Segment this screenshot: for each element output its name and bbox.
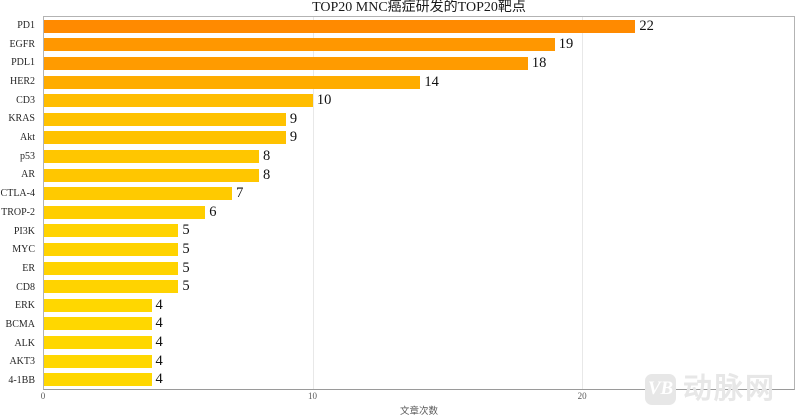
bar-row: 8 bbox=[44, 147, 794, 166]
x-tick-label: 20 bbox=[577, 391, 587, 401]
bar-row: 4 bbox=[44, 352, 794, 371]
value-label: 18 bbox=[531, 54, 547, 71]
bar-row: 4 bbox=[44, 315, 794, 334]
y-axis-label: ER bbox=[22, 262, 35, 274]
watermark-text: 动脉网 bbox=[683, 373, 777, 405]
y-axis-label: 4-1BB bbox=[8, 375, 35, 387]
y-axis-label: PDL1 bbox=[11, 57, 35, 69]
value-label: 14 bbox=[424, 73, 439, 90]
y-axis-label: CD3 bbox=[16, 94, 35, 106]
bar-row: 18 bbox=[44, 54, 794, 73]
bar bbox=[44, 317, 152, 331]
bar bbox=[44, 168, 260, 182]
bar-row: 5 bbox=[44, 240, 794, 259]
bar-row: 7 bbox=[44, 184, 794, 203]
value-label: 9 bbox=[289, 110, 298, 127]
bar bbox=[44, 131, 286, 145]
value-label: 6 bbox=[209, 203, 217, 220]
y-axis-label: AKT3 bbox=[9, 356, 35, 368]
bar bbox=[44, 56, 528, 70]
y-axis-label: PI3K bbox=[13, 225, 35, 237]
bar bbox=[44, 94, 313, 108]
bar-row: 5 bbox=[44, 222, 794, 241]
y-axis-label: Akt bbox=[20, 132, 35, 144]
value-label: 10 bbox=[316, 92, 332, 109]
bar-row: 4 bbox=[44, 296, 794, 315]
y-axis-label: p53 bbox=[20, 150, 35, 162]
y-axis: PD1 EGFR PDL1 HER2 CD3 KRAS Akt p53 AR CTLA-4 TROP… bbox=[0, 16, 39, 390]
value-label: 4 bbox=[155, 371, 163, 388]
x-tick-label: 10 bbox=[308, 391, 318, 401]
bar-row: 5 bbox=[44, 259, 794, 278]
gridline bbox=[581, 17, 583, 389]
value-label: 5 bbox=[182, 240, 190, 257]
value-label: 5 bbox=[182, 259, 190, 276]
value-label: 8 bbox=[263, 147, 271, 164]
bar bbox=[44, 280, 179, 294]
y-axis-label: TROP-2 bbox=[1, 206, 35, 218]
value-label: 22 bbox=[639, 17, 654, 34]
bar-row: 19 bbox=[44, 36, 794, 55]
value-label: 7 bbox=[236, 185, 244, 202]
y-axis-label: MYC bbox=[12, 244, 35, 256]
bar bbox=[44, 354, 152, 368]
y-axis-label: CTLA-4 bbox=[0, 188, 35, 200]
value-label: 4 bbox=[155, 315, 163, 332]
bar-row: 9 bbox=[44, 129, 794, 148]
y-axis-label: AR bbox=[21, 169, 35, 181]
y-axis-label: KRAS bbox=[8, 113, 35, 125]
y-axis-label: ALK bbox=[14, 337, 35, 349]
bar bbox=[44, 149, 260, 163]
y-axis-label: EGFR bbox=[9, 38, 35, 50]
y-axis-label: HER2 bbox=[10, 75, 35, 87]
bar bbox=[44, 19, 636, 33]
bar bbox=[44, 298, 152, 312]
chart-title: TOP20 MNC癌症研发的TOP20靶点 bbox=[312, 0, 526, 15]
bar bbox=[44, 187, 233, 201]
value-label: 8 bbox=[263, 166, 271, 183]
value-label: 5 bbox=[182, 278, 190, 295]
gridline bbox=[312, 17, 314, 389]
vb-logo-icon: VB bbox=[645, 373, 676, 405]
watermark: VB 动脉网 bbox=[645, 372, 776, 406]
x-axis-ticks: 0 10 20 bbox=[40, 391, 795, 402]
bar-row: 5 bbox=[44, 277, 794, 296]
bar-row: 8 bbox=[44, 166, 794, 185]
bar-row: 9 bbox=[44, 110, 794, 129]
x-tick-label: 0 bbox=[40, 391, 46, 401]
bar bbox=[44, 112, 286, 126]
y-axis-label: BCMA bbox=[5, 319, 35, 331]
bar bbox=[44, 261, 179, 275]
bar bbox=[44, 224, 179, 238]
bar-row: 10 bbox=[44, 91, 794, 110]
bar bbox=[44, 205, 206, 219]
value-label: 5 bbox=[182, 222, 190, 239]
bar bbox=[44, 75, 421, 89]
bar-row: 4 bbox=[44, 370, 794, 389]
bar-row: 4 bbox=[44, 333, 794, 352]
value-label: 4 bbox=[155, 333, 163, 350]
x-axis-title: 文章次数 bbox=[399, 407, 438, 417]
y-axis-label: ERK bbox=[15, 300, 35, 312]
value-label: 19 bbox=[558, 36, 574, 53]
bar bbox=[44, 242, 179, 256]
value-label: 4 bbox=[155, 352, 163, 369]
bar-row: 6 bbox=[44, 203, 794, 222]
value-label: 4 bbox=[155, 296, 163, 313]
bar bbox=[44, 38, 555, 52]
bar bbox=[44, 335, 152, 349]
y-axis-label: CD8 bbox=[16, 281, 35, 293]
bar-row: 22 bbox=[44, 17, 794, 36]
y-axis-label: PD1 bbox=[17, 19, 35, 31]
plot-area: 22 19 18 14 10 9 9 8 8 7 6 5 5 5 5 4 4 4 4 4 bbox=[43, 16, 795, 390]
bar-row: 14 bbox=[44, 73, 794, 92]
value-label: 9 bbox=[289, 129, 298, 146]
bar bbox=[44, 373, 152, 387]
